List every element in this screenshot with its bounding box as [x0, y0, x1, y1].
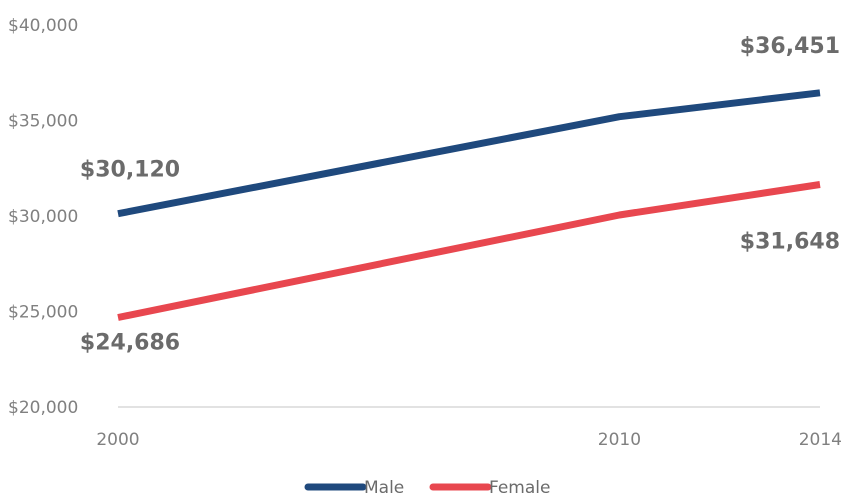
data-label-male: $30,120 [80, 158, 180, 183]
x-tick-label: 2014 [799, 430, 842, 450]
y-tick-label: $40,000 [8, 16, 78, 36]
x-axis-tick-labels: 2000 2010 2014 [96, 430, 842, 450]
series-line-male [117, 89, 821, 218]
y-tick-label: $35,000 [8, 112, 78, 132]
data-label-female: $24,686 [80, 330, 180, 355]
legend: Male Female [304, 478, 550, 498]
series-line-female [117, 181, 821, 321]
legend-label-male: Male [364, 478, 404, 498]
legend-label-female: Female [489, 478, 550, 498]
series-lines [117, 89, 821, 321]
y-tick-label: $30,000 [8, 207, 78, 227]
y-tick-label: $25,000 [8, 303, 78, 323]
y-axis-tick-labels: $40,000 $35,000 $30,000 $25,000 $20,000 [8, 16, 78, 418]
y-tick-label: $20,000 [8, 398, 78, 418]
x-tick-label: 2000 [96, 430, 139, 450]
data-labels: $30,120 $36,451 $24,686 $31,648 [80, 34, 840, 356]
data-label-female: $31,648 [740, 230, 840, 255]
x-tick-label: 2010 [598, 430, 641, 450]
data-label-male: $36,451 [740, 34, 840, 59]
